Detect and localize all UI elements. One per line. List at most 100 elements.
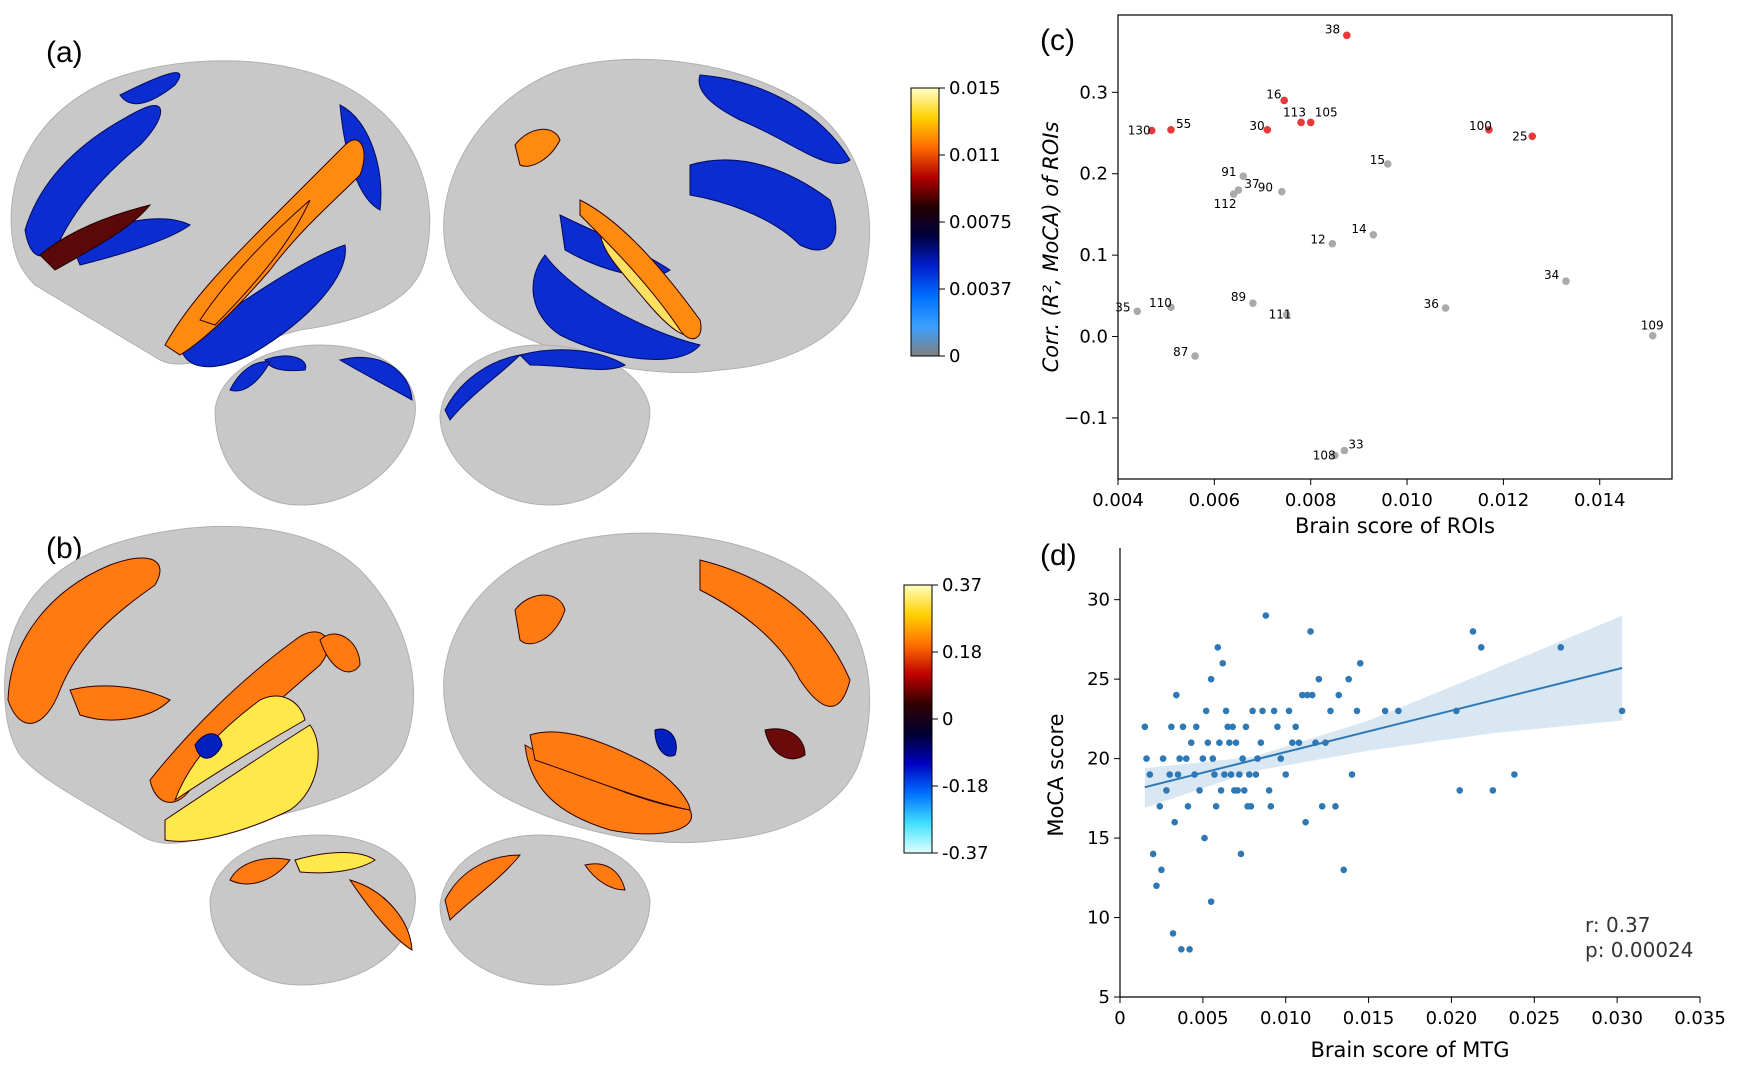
chart-d-point bbox=[1289, 739, 1296, 747]
chart-d-point bbox=[1262, 612, 1270, 619]
brain-a-hot-clusters bbox=[39, 128, 702, 356]
chart-c-point-label: 110 bbox=[1149, 296, 1172, 310]
chart-c-points bbox=[1133, 31, 1657, 460]
chart-d-point bbox=[1277, 755, 1285, 762]
chart-d-point bbox=[1335, 691, 1343, 699]
chart-c-point-label: 12 bbox=[1310, 233, 1325, 247]
colorbar-a-bar bbox=[910, 87, 940, 357]
chart-c-point bbox=[1562, 277, 1570, 285]
chart-c-point bbox=[1528, 132, 1537, 141]
chart-d-point bbox=[1174, 771, 1182, 778]
colorbar-a-tick-label: 0.0075 bbox=[949, 212, 1012, 233]
chart-c-point bbox=[1383, 160, 1392, 168]
chart-d-point bbox=[1156, 802, 1164, 810]
chart-d-point bbox=[1196, 787, 1203, 794]
chart-d-point bbox=[1308, 691, 1316, 699]
chart-c-point-label: 87 bbox=[1173, 345, 1188, 359]
chart-d-xtick-label: 0.015 bbox=[1343, 1008, 1395, 1029]
chart-c-point bbox=[1263, 125, 1272, 134]
chart-d-point bbox=[1348, 771, 1356, 778]
chart-d-xtick-label: 0.020 bbox=[1426, 1008, 1478, 1029]
chart-c-point bbox=[1340, 446, 1349, 455]
chart-d-point bbox=[1214, 644, 1222, 651]
chart-c-point-label: 90 bbox=[1258, 181, 1273, 195]
chart-c-ytick-label: −0.1 bbox=[1064, 408, 1108, 429]
colorbar-a-tick-label: 0 bbox=[949, 346, 960, 367]
chart-d-point bbox=[1489, 787, 1497, 794]
chart-d-xtick-label: 0.030 bbox=[1591, 1008, 1643, 1029]
chart-c-point bbox=[1282, 310, 1291, 319]
chart-d-point bbox=[1236, 771, 1243, 778]
chart-d-point bbox=[1229, 723, 1236, 731]
chart-d-point bbox=[1211, 771, 1218, 778]
chart-d-point bbox=[1259, 707, 1266, 715]
chart-c-xtick-label: 0.014 bbox=[1574, 490, 1626, 511]
colorbar-b-tick-label: 0.37 bbox=[942, 575, 982, 596]
chart-d-regression-line bbox=[1144, 667, 1623, 789]
chart-d-p-annotation: p: 0.00024 bbox=[1585, 938, 1694, 962]
chart-d-point bbox=[1381, 707, 1389, 715]
brain-b-cool-clusters bbox=[194, 728, 677, 759]
chart-c-point-label: 108 bbox=[1313, 448, 1336, 462]
colorbar-b-tick-label: -0.37 bbox=[942, 843, 989, 864]
chart-c-ytick-label: 0.2 bbox=[1079, 164, 1108, 185]
chart-c-point bbox=[1328, 239, 1337, 248]
chart-d-point bbox=[1222, 707, 1230, 715]
chart-d-point bbox=[1141, 723, 1149, 731]
chart-d-point bbox=[1511, 771, 1518, 778]
chart-c-point-label: 38 bbox=[1325, 22, 1340, 36]
chart-c-point-label: 55 bbox=[1176, 117, 1191, 131]
chart-c-point bbox=[1133, 307, 1142, 316]
chart-d-point bbox=[1153, 882, 1160, 890]
chart-d-point bbox=[1219, 659, 1227, 667]
chart-d-confidence-band bbox=[1144, 615, 1623, 808]
chart-c-point bbox=[1297, 118, 1305, 127]
chart-d-point bbox=[1192, 723, 1200, 731]
chart-c-point-label: 34 bbox=[1544, 268, 1559, 282]
chart-c-point bbox=[1369, 230, 1378, 239]
chart-d-ytick-label: 25 bbox=[1087, 669, 1110, 690]
chart-d: 0 0.005 0.010 0.015 0.020 0.025 0.030 0.035 5 10 1… bbox=[1044, 548, 1726, 1062]
chart-c-xtick-label: 0.008 bbox=[1285, 490, 1337, 511]
chart-c-ytick-label: 0.0 bbox=[1079, 327, 1108, 348]
chart-c-point-label: 33 bbox=[1348, 438, 1363, 452]
chart-c-xtick-label: 0.012 bbox=[1478, 490, 1530, 511]
chart-d-point bbox=[1179, 723, 1187, 731]
panel-label-d: (d) bbox=[1040, 539, 1077, 572]
chart-c-point bbox=[1167, 125, 1175, 134]
chart-c-axis-ticks: 0.004 0.006 0.008 0.010 0.012 0.014 −0.1 0.0 0.1… bbox=[1064, 82, 1625, 511]
chart-c-ytick-label: 0.1 bbox=[1079, 245, 1108, 266]
brain-map-a bbox=[10, 58, 871, 506]
colorbar-b: 0.37 0.18 0 -0.18 -0.37 bbox=[903, 575, 989, 864]
chart-d-point bbox=[1237, 850, 1245, 858]
chart-c-point bbox=[1239, 172, 1248, 180]
chart-d-point bbox=[1169, 930, 1177, 937]
chart-c-point-label: 112 bbox=[1214, 197, 1237, 211]
chart-d-point bbox=[1285, 707, 1293, 715]
chart-c-point bbox=[1277, 187, 1286, 196]
chart-d-point bbox=[1353, 707, 1361, 715]
chart-d-point bbox=[1303, 691, 1311, 699]
chart-d-point bbox=[1187, 739, 1195, 747]
chart-d-point bbox=[1267, 802, 1275, 810]
colorbar-b-tick-label: 0.18 bbox=[942, 642, 982, 663]
colorbar-a: 0.015 0.011 0.0075 0.0037 0 bbox=[910, 78, 1012, 367]
chart-c-point-label: 36 bbox=[1424, 297, 1439, 311]
colorbar-a-tick-label: 0.015 bbox=[949, 78, 1001, 99]
chart-c-point-label: 16 bbox=[1266, 87, 1281, 101]
chart-c-point bbox=[1485, 125, 1493, 134]
chart-c-point-label: 109 bbox=[1641, 319, 1664, 333]
brain-a-cool-clusters bbox=[24, 72, 851, 421]
chart-d-point bbox=[1184, 802, 1192, 810]
chart-d-point bbox=[1469, 628, 1477, 635]
chart-d-ytick-label: 5 bbox=[1099, 987, 1110, 1008]
chart-c-point bbox=[1306, 118, 1315, 127]
chart-d-point bbox=[1345, 675, 1352, 683]
chart-d-xlabel: Brain score of MTG bbox=[1311, 1038, 1510, 1062]
colorbar-b-ticks: 0.37 0.18 0 -0.18 -0.37 bbox=[932, 575, 989, 864]
chart-d-point bbox=[1173, 691, 1180, 699]
brain-b-right-medial bbox=[439, 834, 651, 986]
chart-c-point-label: 89 bbox=[1231, 290, 1246, 304]
colorbar-b-tick-label: -0.18 bbox=[942, 776, 989, 797]
chart-c-point bbox=[1330, 451, 1339, 460]
